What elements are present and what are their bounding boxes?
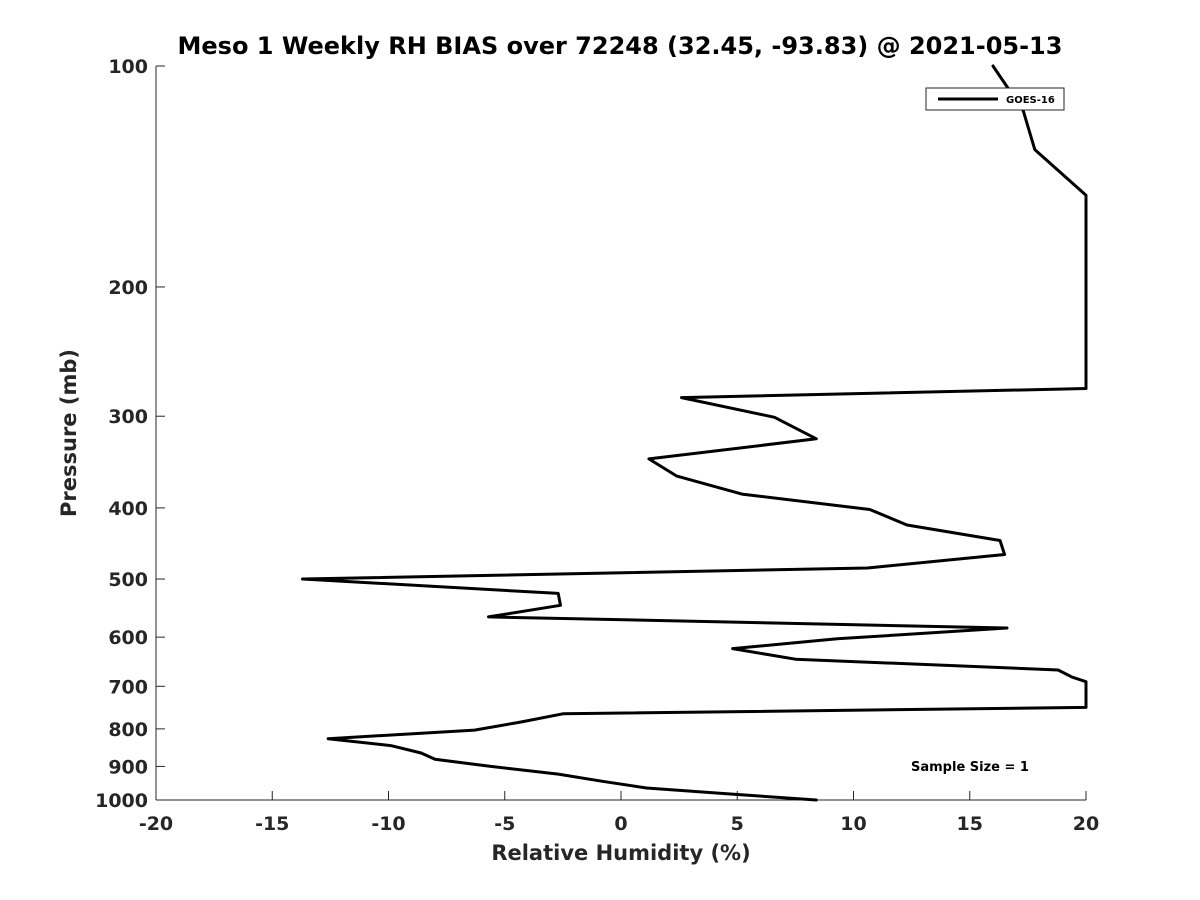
y-tick-label: 1000 [95,790,148,812]
x-tick-label: 5 [731,813,744,835]
y-tick-label: 400 [108,498,148,520]
x-tick-label: -5 [494,813,515,835]
x-tick-label: 10 [840,813,866,835]
x-tick-label: -15 [255,813,289,835]
legend: GOES-16 [925,87,1065,111]
x-tick-label: 0 [614,813,627,835]
chart-title: Meso 1 Weekly RH BIAS over 72248 (32.45,… [178,32,1063,60]
plot-area [301,64,1088,802]
legend-label-goes-16: GOES-16 [1006,95,1055,106]
y-tick-label: 600 [108,627,148,649]
y-axis-label: Pressure (mb) [57,349,81,517]
y-tick-label: 700 [108,676,148,698]
y-axis-ticks: 100 200 300 400 500 600 700 800 900 1000 [95,56,165,812]
x-tick-label: 20 [1073,813,1099,835]
sample-size-annotation: Sample Size = 1 [911,760,1029,775]
y-tick-label: 100 [108,56,148,78]
x-tick-label: -20 [139,813,173,835]
x-axis-ticks: -20 -15 -10 -5 0 5 10 15 20 [139,791,1099,835]
x-tick-label: -10 [371,813,405,835]
y-tick-label: 500 [108,569,148,591]
series-line-goes-16 [301,64,1088,802]
y-tick-label: 900 [108,756,148,778]
x-axis-label: Relative Humidity (%) [491,841,750,865]
y-tick-label: 300 [108,406,148,428]
x-tick-label: 15 [957,813,983,835]
y-tick-label: 800 [108,719,148,741]
y-tick-label: 200 [108,277,148,299]
